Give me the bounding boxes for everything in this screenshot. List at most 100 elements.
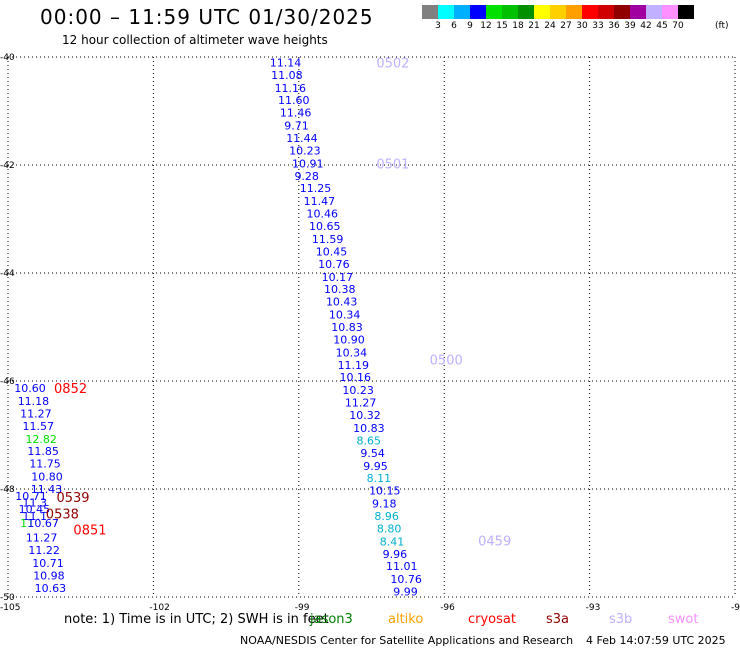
wave-height-value: 9.54 — [360, 447, 385, 460]
wave-height-value: 11.46 — [280, 107, 312, 120]
scale-label: 70 — [672, 21, 684, 31]
scale-swatch — [550, 5, 566, 19]
scale-label: 36 — [608, 21, 620, 31]
wave-height-value: 9.99 — [393, 586, 418, 599]
lat-tick-label: -40 — [0, 53, 15, 63]
wave-height-value: 10.17 — [322, 271, 354, 284]
wave-height-value: 9.71 — [284, 120, 309, 133]
scale-label: 9 — [467, 21, 473, 31]
lon-tick-label: -99 — [295, 603, 310, 613]
scale-swatch — [486, 5, 502, 19]
scale-swatch — [646, 5, 662, 19]
wave-height-value: 10.34 — [329, 309, 361, 322]
axis-tick-labels: -105 -102 -99 -96 -93 -90 -40 -42 -44 -46 -48 -50 — [0, 53, 740, 613]
map-grid — [7, 56, 736, 598]
wave-height-value: 11.16 — [275, 82, 307, 95]
scale-swatch — [454, 5, 470, 19]
wave-height-value: 10.46 — [307, 208, 339, 221]
lon-tick-label: -102 — [149, 603, 169, 613]
wave-height-value: 8.80 — [377, 522, 402, 535]
scale-swatch — [662, 5, 678, 19]
color-scale-unit: (ft) — [715, 21, 729, 31]
wave-height-value: 10.67 — [27, 517, 58, 530]
pass-time-label: 0539 — [56, 491, 89, 506]
lat-tick-label: -50 — [0, 593, 15, 603]
wave-height-value: 9.28 — [294, 170, 319, 183]
wave-height-value: 11.47 — [304, 195, 336, 208]
wave-height-value: 9.96 — [383, 548, 408, 561]
pass-time-label: 0502 — [376, 56, 409, 71]
lat-tick-label: -42 — [0, 161, 15, 171]
map-title: 00:00 – 11:59 UTC 01/30/2025 — [40, 5, 374, 29]
wave-height-value: 11.18 — [18, 395, 50, 408]
wave-height-value: 10.90 — [333, 333, 365, 346]
wave-height-value: 10.76 — [390, 573, 422, 586]
pass-time-label: 0851 — [73, 524, 106, 539]
wave-height-value: 9.95 — [363, 460, 388, 473]
wave-height-value: 12.82 — [25, 433, 56, 446]
wave-height-value: 10.83 — [353, 422, 385, 435]
lat-tick-label: -46 — [0, 377, 15, 387]
scale-label: 15 — [496, 21, 508, 31]
wave-height-value: 10.63 — [35, 582, 66, 595]
scale-label: 21 — [528, 21, 540, 31]
wave-height-value: 9.18 — [372, 498, 397, 511]
wave-height-value: 10.83 — [331, 321, 363, 334]
wave-height-value: 10.45 — [19, 503, 51, 516]
wave-height-value: 10.71 — [32, 557, 64, 570]
wave-height-value: 10.23 — [289, 144, 321, 157]
lon-tick-label: -96 — [440, 603, 455, 613]
satellite-swot: swot — [668, 612, 699, 627]
scale-swatch — [502, 5, 518, 19]
wave-height-value: 10.71 — [15, 490, 47, 503]
lon-tick-label: -93 — [586, 603, 601, 613]
scale-label: 30 — [576, 21, 588, 31]
scale-swatch — [678, 5, 694, 19]
scale-swatch — [598, 5, 614, 19]
wave-height-value: 10.43 — [326, 296, 358, 309]
lon-tick-label: -90 — [731, 603, 740, 613]
wave-height-value: 11.19 — [338, 359, 370, 372]
wave-height-value: 11.75 — [29, 458, 61, 471]
scale-label: 27 — [560, 21, 572, 31]
wave-height-value: 11.3 — [23, 497, 48, 510]
units-note: note: 1) Time is in UTC; 2) SWH is in fe… — [64, 612, 329, 627]
pass-time-label: 0459 — [478, 534, 511, 549]
wave-height-value: 10.23 — [342, 384, 374, 397]
color-scale-legend — [422, 5, 694, 19]
scale-swatch — [630, 5, 646, 19]
wave-height-value: 11 — [20, 517, 34, 530]
satellite-s3b: s3b — [609, 612, 633, 627]
wave-height-value: 8.41 — [380, 535, 405, 548]
wave-height-value: 10.15 — [369, 485, 401, 498]
pass-time-label: 0538 — [46, 507, 79, 522]
lon-tick-label: -105 — [0, 603, 20, 613]
scale-swatch — [566, 5, 582, 19]
wave-height-value: 10.32 — [349, 409, 381, 422]
map-subtitle: 12 hour collection of altimeter wave hei… — [62, 33, 328, 47]
scale-swatch — [470, 5, 486, 19]
wave-height-value: 10.38 — [324, 283, 356, 296]
credit-footer: NOAA/NESDIS Center for Satellite Applica… — [240, 634, 574, 647]
wave-height-value: 10.16 — [340, 371, 372, 384]
wave-height-value: 11.27 — [20, 407, 52, 420]
wave-height-value: 10.45 — [316, 245, 348, 258]
wave-height-value: 10.76 — [318, 258, 350, 271]
wave-height-value: 8.96 — [374, 510, 399, 523]
wave-height-value: 11.14 — [270, 56, 302, 69]
scale-swatch — [422, 5, 438, 19]
scale-label: 39 — [624, 21, 636, 31]
wave-height-value: 11.44 — [286, 132, 318, 145]
wave-height-value: 10.98 — [33, 569, 65, 582]
wave-height-value: 10.65 — [309, 220, 341, 233]
timestamp-footer: 4 Feb 14:07:59 UTC 2025 — [586, 634, 726, 647]
satellite-altiko: altiko — [388, 612, 424, 627]
wave-height-value: 8.65 — [356, 434, 381, 447]
scale-label: 24 — [544, 21, 556, 31]
scale-label: 18 — [512, 21, 524, 31]
wave-height-value: 10.80 — [31, 471, 63, 484]
scale-label: 12 — [480, 21, 492, 31]
wave-height-value: 8.11 — [367, 472, 392, 485]
lat-tick-label: -48 — [0, 485, 15, 495]
